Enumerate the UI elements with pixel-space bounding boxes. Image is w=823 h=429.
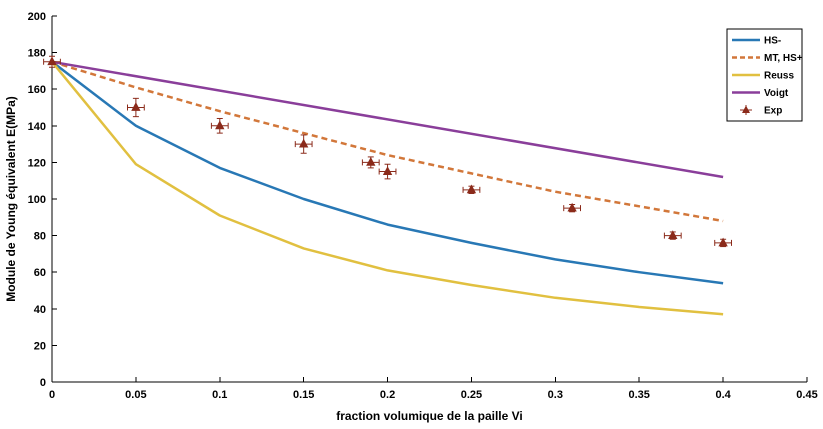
y-tick-label: 60 xyxy=(34,267,46,279)
exp-marker xyxy=(466,184,477,194)
y-tick-label: 80 xyxy=(34,231,46,243)
exp-marker xyxy=(668,230,678,240)
exp-marker xyxy=(567,202,577,212)
legend-label: MT, HS+ xyxy=(764,53,803,64)
legend-label: Reuss xyxy=(764,71,794,82)
exp-point xyxy=(563,202,581,213)
exp-marker xyxy=(215,120,225,130)
y-tick-label: 140 xyxy=(28,121,46,133)
x-tick-label: 0.3 xyxy=(548,389,563,401)
y-tick-label: 180 xyxy=(28,48,46,60)
exp-point xyxy=(294,134,313,154)
series-layer xyxy=(43,55,732,316)
legend: HS- MT, HS+ Reuss Voigt Exp xyxy=(726,28,803,122)
series-line-hs- xyxy=(51,60,724,285)
exp-point xyxy=(462,184,481,195)
legend-marker xyxy=(742,105,750,113)
legend-item: Exp xyxy=(740,105,782,117)
series-line-reuss xyxy=(51,61,724,316)
exp-marker xyxy=(382,166,393,175)
y-tick-label: 20 xyxy=(34,340,46,352)
axes: 0 0.05 0.1 0.15 0.2 0.25 0.3 0.35 0.4 0.45 0 20 40 60… xyxy=(28,11,818,401)
legend-item: MT, HS+ xyxy=(732,53,803,64)
exp-point xyxy=(663,230,682,240)
y-tick-label: 160 xyxy=(28,84,46,96)
exp-point xyxy=(378,163,397,180)
exp-marker xyxy=(298,138,309,148)
y-axis-title: Module de Young équivalent E(MPa) xyxy=(4,96,18,302)
exp-marker xyxy=(718,237,728,247)
legend-item: Voigt xyxy=(732,88,789,99)
series-line-voigt xyxy=(51,60,724,179)
y-tick-label: 120 xyxy=(28,157,46,169)
legend-item: HS- xyxy=(732,36,781,47)
series-line-mt-hs- xyxy=(51,60,724,223)
y-tick-label: 100 xyxy=(28,194,46,206)
x-tick-label: 0.4 xyxy=(715,389,731,401)
x-tick-label: 0.25 xyxy=(461,389,482,401)
y-tick-label: 200 xyxy=(28,11,46,23)
exp-point xyxy=(210,117,229,134)
x-tick-label: 0 xyxy=(49,389,55,401)
x-tick-label: 0.15 xyxy=(293,389,314,401)
exp-point xyxy=(43,55,61,68)
legend-label: Voigt xyxy=(764,88,789,99)
x-tick-label: 0.35 xyxy=(629,389,650,401)
legend-label: HS- xyxy=(764,36,781,47)
exp-marker xyxy=(47,56,57,66)
x-tick-label: 0.2 xyxy=(380,389,395,401)
exp-marker xyxy=(366,157,376,166)
exp-marker xyxy=(131,102,141,111)
x-axis-title: fraction volumique de la paille Vi xyxy=(336,409,523,423)
x-tick-label: 0.05 xyxy=(125,389,146,401)
x-tick-label: 0.1 xyxy=(212,389,227,401)
exp-point xyxy=(361,156,380,169)
x-tick-label: 0.45 xyxy=(796,389,817,401)
y-tick-label: 0 xyxy=(40,377,46,389)
legend-item: Reuss xyxy=(732,71,794,82)
exp-point xyxy=(127,97,145,118)
legend-label: Exp xyxy=(764,106,782,117)
exp-point xyxy=(714,237,732,248)
y-tick-label: 40 xyxy=(34,304,46,316)
